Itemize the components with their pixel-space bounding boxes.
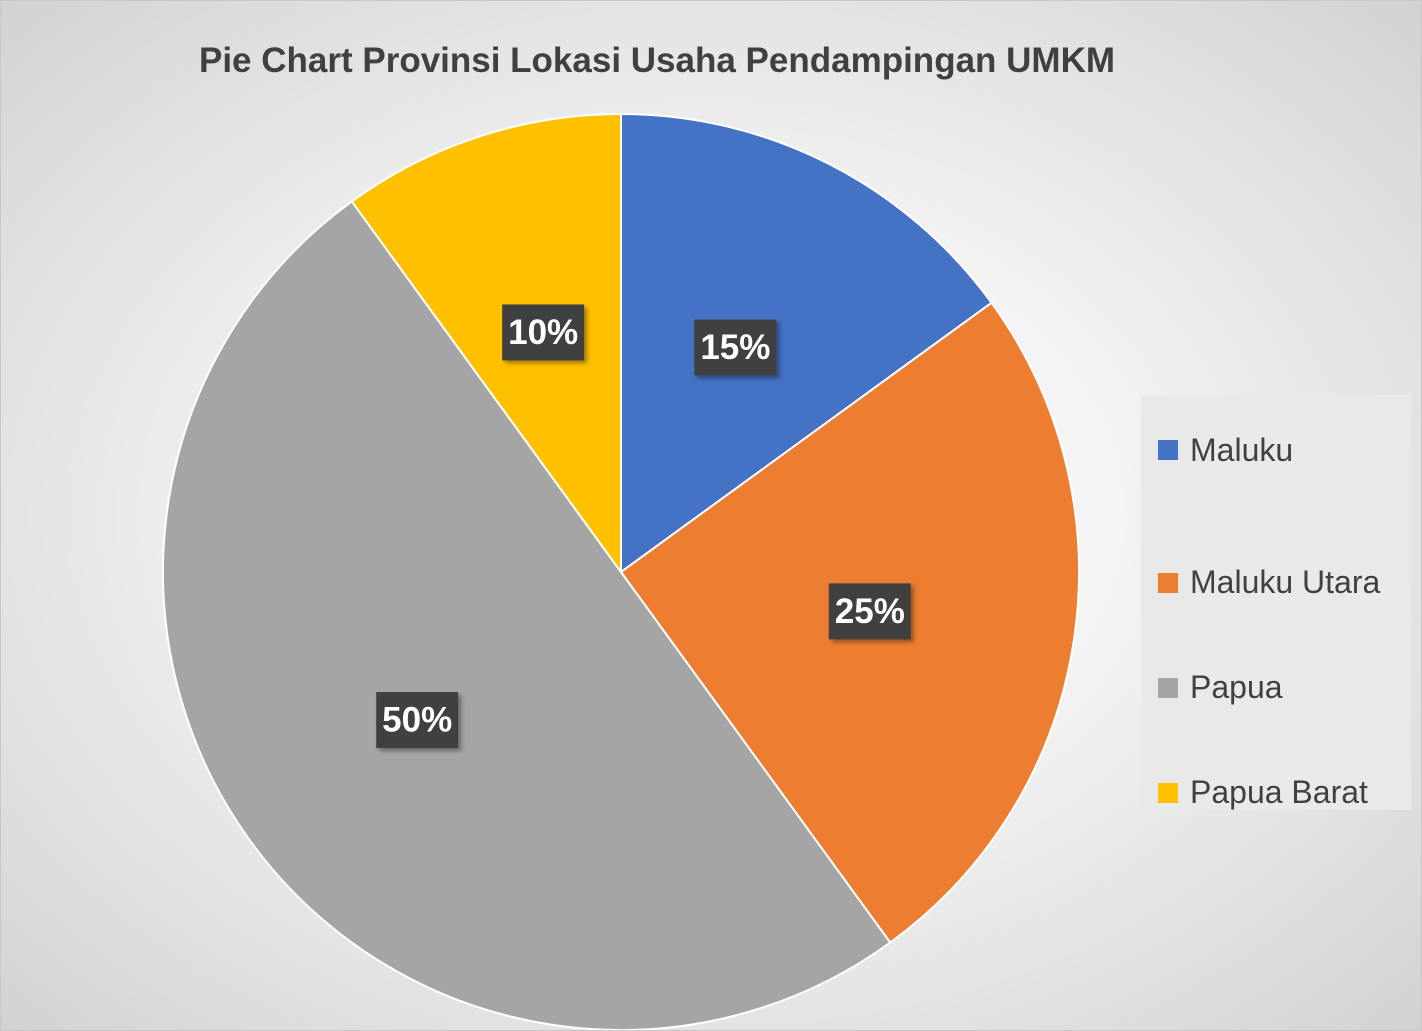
data-label-maluku-utara: 25%: [828, 583, 911, 640]
data-label-papua-barat: 10%: [502, 304, 585, 361]
data-label-box: [828, 583, 911, 640]
chart-title: Pie Chart Provinsi Lokasi Usaha Pendampi…: [198, 41, 1116, 80]
legend-item-papua-barat: Papua Barat: [1141, 740, 1411, 845]
data-label-text: 15%: [700, 328, 770, 367]
legend-label: Papua: [1190, 669, 1283, 705]
legend-item-papua: Papua: [1141, 635, 1411, 740]
legend-label: Papua Barat: [1190, 774, 1368, 810]
data-label-papua: 50%: [376, 692, 459, 749]
pie-slice-papua-barat: [350, 112, 622, 576]
legend-item-maluku-utara: Maluku Utara: [1141, 530, 1411, 635]
legend-label: Maluku: [1190, 431, 1294, 468]
data-label-maluku: 15%: [694, 319, 777, 376]
legend-swatch: [1158, 782, 1178, 803]
legend-label: Maluku Utara: [1190, 564, 1381, 600]
data-label-box: [502, 304, 585, 361]
pie-slice-maluku: [620, 112, 993, 574]
data-label-text: 10%: [508, 313, 578, 352]
data-label-box: [694, 319, 777, 376]
legend-swatch: [1158, 677, 1178, 698]
data-label-text: 25%: [835, 592, 905, 631]
data-label-text: 50%: [382, 701, 452, 740]
legend-swatch: [1158, 440, 1178, 460]
data-label-box: [376, 692, 459, 749]
legend: Maluku Maluku Utara Papua Papua Barat: [1141, 395, 1411, 810]
legend-item-maluku: Maluku: [1141, 425, 1411, 475]
legend-swatch: [1158, 572, 1178, 593]
pie-slice-papua: [162, 200, 892, 1030]
